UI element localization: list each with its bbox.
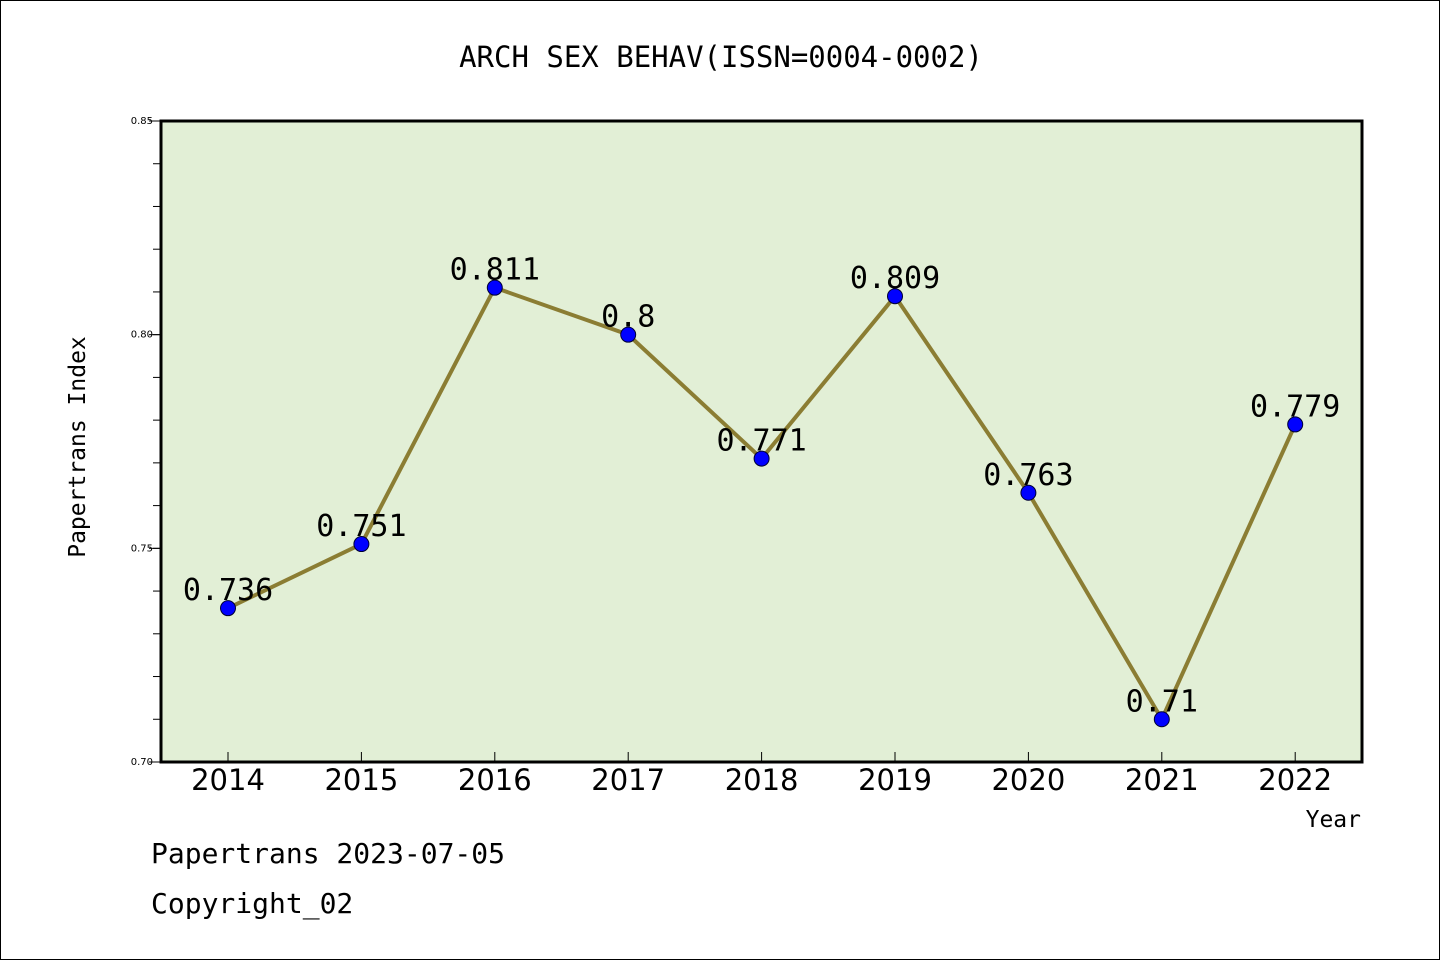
x-tick-label: 2021	[1125, 763, 1199, 797]
y-tick-label: 0.80	[131, 330, 153, 341]
data-point	[753, 450, 770, 467]
data-point	[220, 600, 236, 617]
data-label: 0.763	[983, 458, 1073, 493]
data-point	[1020, 484, 1037, 501]
data-point	[486, 279, 503, 296]
data-markers	[220, 279, 1304, 728]
data-label: 0.809	[850, 261, 940, 296]
x-tick-label: 2018	[725, 763, 799, 797]
plot-area	[161, 121, 1362, 762]
footer-copyright-text: Copyright_02	[151, 887, 354, 920]
data-label: 0.736	[183, 573, 273, 608]
x-tick-label: 2015	[324, 763, 398, 797]
axis-ticks: 0.70 0.75 0.80 0.85 2014 2015 2016 2017 2018 2019…	[131, 116, 1332, 797]
y-tick-label: 0.75	[131, 543, 153, 554]
data-label: 0.779	[1250, 389, 1340, 424]
chart-title: ARCH SEX BEHAV(ISSN=0004-0002)	[459, 40, 983, 74]
x-tick-label: 2020	[991, 763, 1065, 797]
y-axis-label: Papertrans Index	[65, 336, 91, 558]
data-label: 0.8	[601, 300, 655, 335]
data-point	[887, 288, 903, 305]
y-tick-label: 0.85	[131, 116, 153, 127]
data-label: 0.751	[316, 509, 406, 544]
footer-date-text: Papertrans 2023-07-05	[151, 837, 506, 870]
data-label: 0.811	[450, 253, 540, 288]
x-tick-label: 2022	[1258, 763, 1332, 797]
plot-frame	[159, 119, 1364, 764]
data-point	[353, 536, 370, 553]
data-point	[1287, 416, 1304, 433]
data-label: 0.771	[716, 424, 806, 459]
x-tick-label: 2017	[591, 763, 665, 797]
x-tick-label: 2014	[191, 763, 265, 797]
x-tick-label: 2019	[858, 763, 932, 797]
data-point	[1153, 711, 1170, 728]
data-point	[620, 326, 637, 343]
y-tick-label: 0.70	[131, 757, 153, 768]
data-label: 0.71	[1126, 684, 1198, 719]
x-axis-label: Year	[1306, 807, 1361, 833]
data-labels: 0.736 0.751 0.811 0.8 0.771 0.809 0.763 0.71 0.7…	[183, 253, 1341, 720]
x-tick-label: 2016	[458, 763, 532, 797]
